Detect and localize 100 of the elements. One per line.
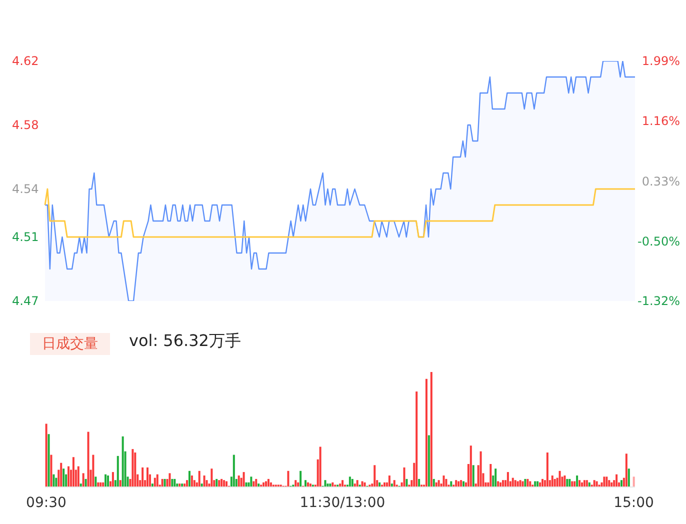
- y2-tick-label: -0.50%: [638, 234, 680, 249]
- bar: [374, 465, 376, 487]
- bar: [428, 435, 430, 487]
- bar: [220, 478, 223, 487]
- bar: [107, 476, 110, 487]
- bar: [445, 478, 448, 487]
- bar: [60, 462, 62, 487]
- bar: [551, 476, 554, 487]
- bar: [203, 476, 206, 487]
- bar: [438, 480, 440, 487]
- bar: [84, 478, 87, 487]
- bar: [342, 480, 344, 487]
- bar: [164, 478, 166, 487]
- bar: [186, 480, 188, 487]
- y2-tick-label: 0.33%: [642, 174, 680, 188]
- bar: [300, 470, 302, 487]
- bar: [514, 480, 516, 487]
- bar: [223, 480, 226, 487]
- bar: [526, 478, 529, 487]
- bar: [616, 474, 618, 487]
- bar: [255, 478, 258, 487]
- bar: [418, 478, 420, 487]
- bar: [564, 476, 566, 487]
- bar: [403, 467, 406, 487]
- bar: [554, 478, 556, 487]
- x-tick-label: 11:30/13:00: [300, 495, 386, 511]
- bar: [45, 424, 48, 487]
- bar: [132, 449, 134, 487]
- y-tick-label: 4.47: [12, 294, 39, 308]
- y-tick-label: 4.51: [12, 230, 39, 244]
- bar: [524, 478, 526, 487]
- bar: [388, 476, 390, 487]
- bar: [72, 457, 74, 487]
- bar: [470, 446, 472, 487]
- x-tick-label: 09:30: [26, 495, 66, 511]
- bar: [232, 454, 235, 487]
- bar: [122, 436, 124, 487]
- bar: [541, 478, 544, 487]
- bar: [188, 470, 190, 487]
- bar: [348, 476, 351, 487]
- bar: [586, 480, 588, 487]
- bar: [406, 478, 408, 487]
- bar: [161, 478, 164, 487]
- bar: [460, 480, 462, 487]
- bar: [519, 480, 522, 487]
- x-tick-label: 15:00: [614, 495, 654, 511]
- bar: [171, 478, 174, 487]
- bar: [606, 476, 608, 487]
- bar: [242, 472, 245, 487]
- bar: [82, 473, 84, 487]
- bar: [425, 378, 428, 487]
- bar: [48, 434, 50, 487]
- bar: [455, 480, 458, 487]
- bar: [576, 476, 578, 487]
- bar: [319, 446, 322, 487]
- bar: [210, 468, 213, 487]
- line-series: [44, 188, 636, 238]
- bar: [583, 480, 586, 487]
- bar: [68, 466, 70, 487]
- y2-tick-label: -1.32%: [638, 294, 680, 308]
- bar: [393, 480, 396, 487]
- bar: [55, 478, 58, 487]
- y2-tick-label: 1.99%: [642, 54, 680, 68]
- bar: [119, 480, 122, 487]
- bar: [134, 452, 136, 487]
- y-tick-label: 4.62: [12, 54, 39, 68]
- bar: [324, 480, 326, 487]
- bar: [625, 454, 628, 487]
- bar: [94, 476, 97, 487]
- bar: [430, 372, 432, 487]
- bar: [250, 476, 252, 487]
- bar: [294, 480, 297, 487]
- bar: [490, 464, 492, 487]
- bar: [112, 472, 114, 487]
- bar: [216, 478, 218, 487]
- bar: [92, 454, 94, 487]
- bar: [608, 480, 610, 487]
- bar: [190, 476, 193, 487]
- bar: [104, 474, 107, 487]
- text: vol: 56.32万手: [129, 331, 241, 352]
- bar: [494, 468, 497, 487]
- y-tick-label: 4.58: [12, 118, 39, 132]
- bar: [356, 480, 358, 487]
- bar: [546, 452, 548, 487]
- bar: [480, 451, 482, 487]
- bar: [146, 467, 149, 487]
- y2-tick-label: 1.16%: [642, 114, 680, 128]
- bar: [351, 478, 354, 487]
- bar: [267, 478, 270, 487]
- bar: [168, 473, 171, 487]
- chart-title: 日成交量: [30, 333, 110, 355]
- bar: [442, 476, 445, 487]
- bar: [593, 480, 596, 487]
- bar: [512, 478, 514, 487]
- bar: [142, 467, 144, 487]
- bar: [87, 432, 90, 487]
- bar: [566, 478, 568, 487]
- bar: [432, 478, 435, 487]
- bar: [304, 480, 306, 487]
- bar: [238, 476, 240, 487]
